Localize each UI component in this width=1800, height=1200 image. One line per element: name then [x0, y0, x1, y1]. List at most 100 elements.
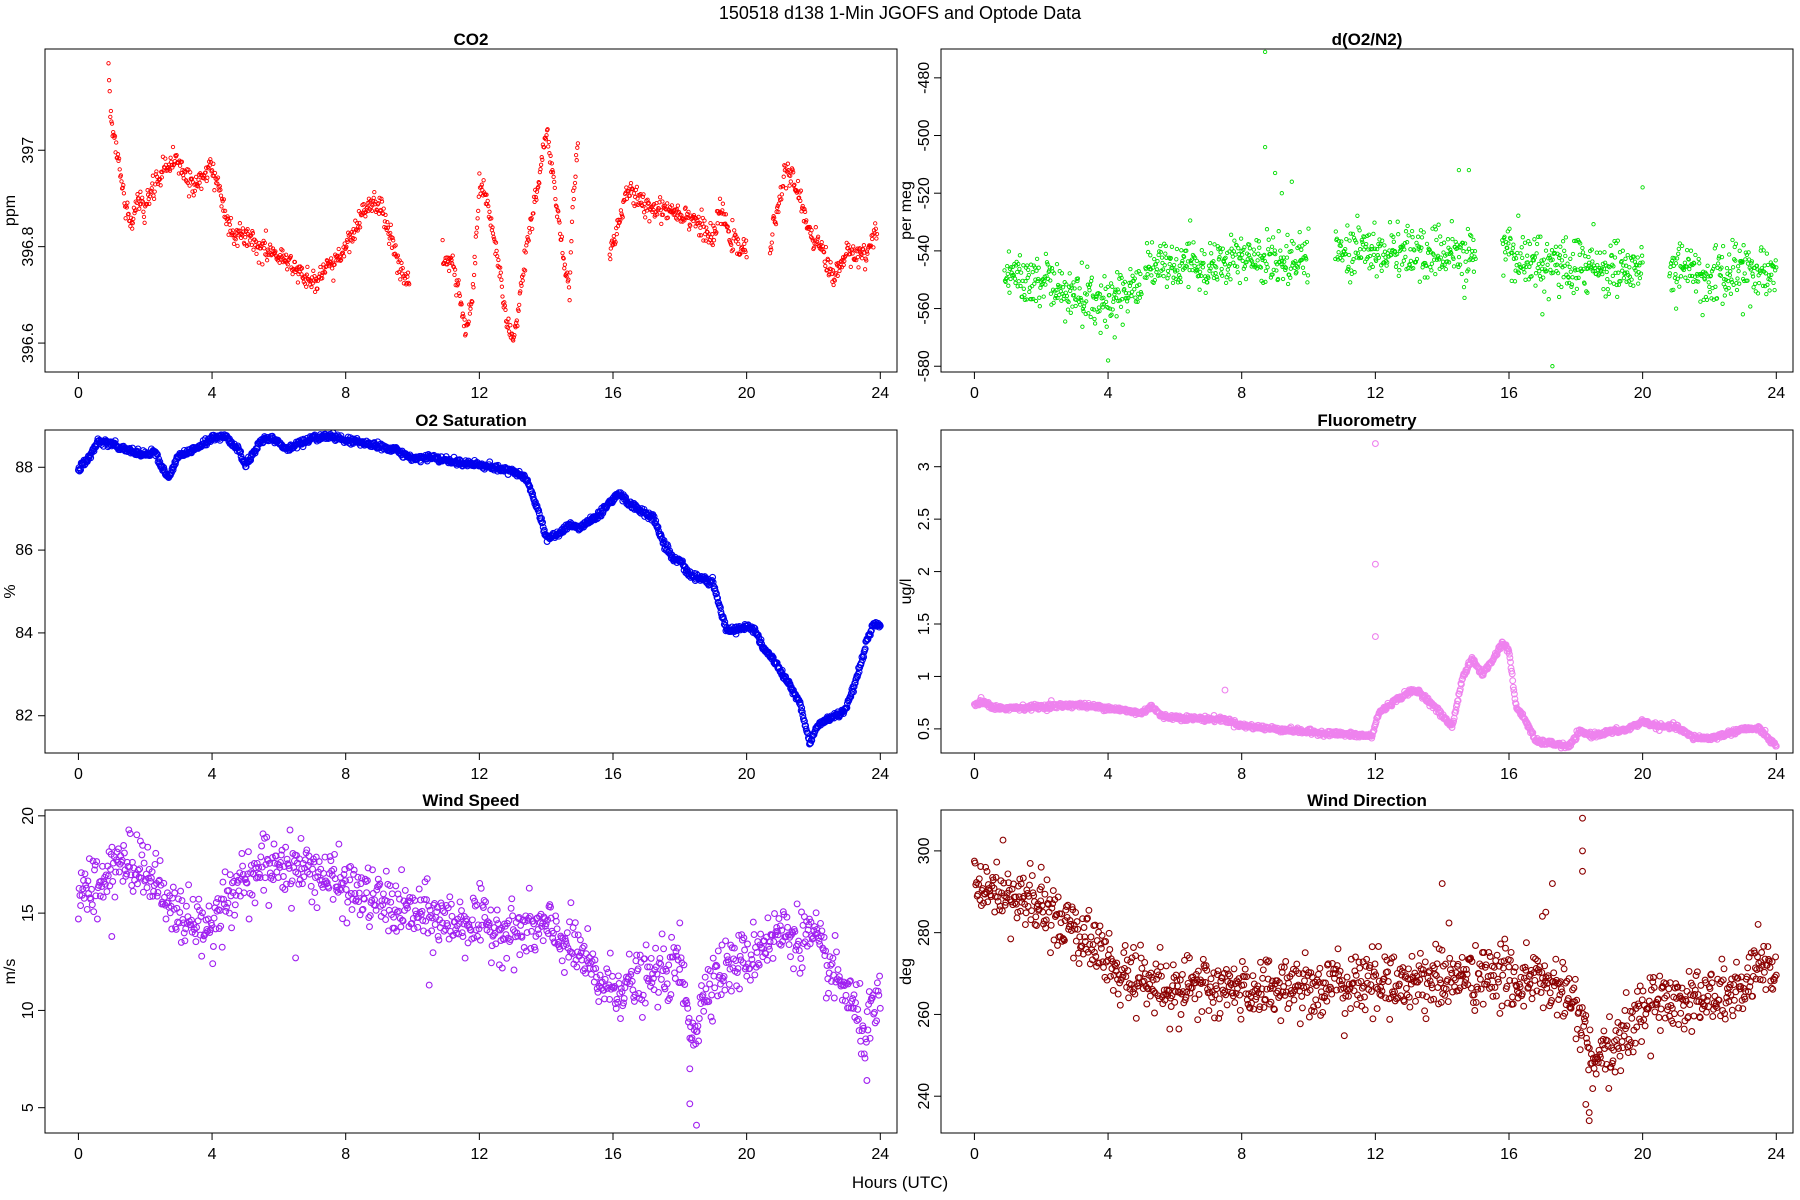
data-point [1185, 259, 1191, 264]
data-point [1676, 251, 1681, 256]
data-point [1178, 275, 1183, 280]
data-point [224, 221, 229, 227]
data-point [1276, 229, 1281, 234]
data-point [1277, 259, 1282, 264]
data-point [299, 266, 305, 271]
data-point [1756, 280, 1762, 286]
data-point [1175, 268, 1180, 273]
data-point [1673, 271, 1678, 277]
data-point [811, 245, 817, 250]
data-point [1378, 242, 1383, 247]
data-point [116, 156, 122, 161]
y-tick-label: -500 [916, 119, 933, 151]
data-point [1513, 268, 1518, 273]
data-point [1223, 280, 1229, 286]
data-point [1143, 266, 1149, 272]
data-point [1086, 311, 1091, 316]
data-point [541, 145, 547, 150]
data-point [1638, 271, 1644, 276]
data-point [775, 203, 780, 208]
data-point [112, 134, 118, 139]
data-point [1748, 304, 1753, 309]
data-point [1026, 272, 1031, 278]
data-point [1199, 273, 1204, 279]
data-point [1682, 264, 1687, 270]
data-point [1122, 286, 1127, 292]
data-point [1344, 236, 1349, 242]
data-point [801, 717, 808, 725]
data-point [1536, 261, 1541, 267]
data-point [1640, 260, 1645, 265]
data-point [1254, 238, 1259, 243]
data-point [1385, 260, 1390, 265]
data-point [1760, 283, 1766, 289]
data-point [1559, 284, 1564, 290]
data-point [1603, 294, 1608, 299]
data-point [391, 238, 396, 243]
data-point [654, 523, 662, 531]
x-tick-label: 12 [470, 766, 488, 783]
ylabel-fluor: ug/l [898, 579, 915, 605]
data-point [516, 308, 521, 314]
data-point [1039, 282, 1044, 288]
data-point [1252, 252, 1257, 257]
data-point [1113, 287, 1118, 292]
data-point [1733, 258, 1738, 263]
data-point [1445, 237, 1451, 242]
data-point [1459, 271, 1464, 277]
data-point [123, 216, 128, 221]
data-point [1493, 651, 1501, 659]
data-point [802, 207, 807, 212]
data-point [1508, 670, 1516, 678]
data-point [1668, 260, 1674, 266]
data-point [1079, 298, 1084, 303]
data-point [372, 189, 377, 195]
data-point [1686, 256, 1691, 262]
data-point [1271, 267, 1276, 273]
data-point [1278, 248, 1283, 253]
data-point [1582, 281, 1587, 286]
data-point [221, 208, 226, 213]
data-point [1568, 269, 1573, 274]
data-point [1772, 287, 1777, 293]
data-point [1691, 279, 1696, 284]
data-point [1242, 245, 1247, 250]
data-point [167, 168, 173, 173]
data-point [1005, 263, 1010, 269]
data-point [1130, 273, 1135, 278]
data-point [466, 319, 471, 324]
data-point [695, 220, 701, 226]
data-point [457, 293, 462, 298]
data-point [1054, 287, 1059, 293]
data-point [1305, 273, 1311, 278]
data-point [482, 192, 487, 197]
data-point [1520, 235, 1525, 240]
data-point [1586, 254, 1591, 260]
data-point [1449, 219, 1454, 224]
data-point [1096, 305, 1102, 310]
data-point [1105, 358, 1111, 363]
data-point [643, 206, 648, 211]
data-point [1080, 306, 1086, 312]
data-point [1453, 700, 1461, 708]
data-point [1673, 306, 1679, 311]
data-point [256, 260, 261, 265]
data-point [1370, 246, 1375, 252]
data-point [1387, 220, 1393, 225]
data-point [572, 180, 578, 186]
data-point [322, 269, 327, 275]
data-point [819, 240, 824, 245]
data-point [1730, 265, 1736, 270]
data-point [1683, 275, 1688, 280]
data-point [1758, 270, 1763, 275]
data-point [1108, 281, 1114, 286]
data-point [1177, 263, 1182, 268]
data-point [192, 188, 198, 194]
data-point [835, 273, 840, 278]
data-point [710, 582, 718, 590]
data-point [1131, 278, 1136, 283]
data-point [1405, 223, 1410, 229]
data-point [553, 196, 558, 202]
data-point [154, 169, 159, 174]
